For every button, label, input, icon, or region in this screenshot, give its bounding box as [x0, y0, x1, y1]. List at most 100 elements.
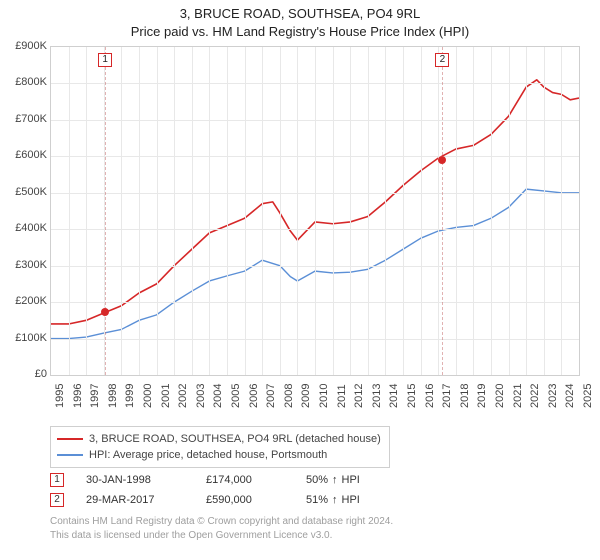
- chart-title-desc: Price paid vs. HM Land Registry's House …: [0, 24, 600, 39]
- gridline-v: [262, 47, 263, 375]
- x-tick-label: 2014: [388, 384, 400, 408]
- gridline-v: [139, 47, 140, 375]
- txn-date: 30-JAN-1998: [86, 474, 206, 486]
- txn-price: £174,000: [206, 474, 306, 486]
- x-tick-label: 1996: [72, 384, 84, 408]
- x-tick-label: 2008: [283, 384, 295, 408]
- x-tick-label: 2023: [547, 384, 559, 408]
- x-tick-label: 2020: [494, 384, 506, 408]
- x-tick-label: 2003: [195, 384, 207, 408]
- y-tick-label: £200K: [2, 295, 47, 307]
- gridline-v: [544, 47, 545, 375]
- x-tick-label: 2022: [529, 384, 541, 408]
- gridline-v: [315, 47, 316, 375]
- gridline-v: [192, 47, 193, 375]
- x-tick-label: 2021: [512, 384, 524, 408]
- gridline-v: [473, 47, 474, 375]
- marker-dot: [438, 156, 446, 164]
- txn-index-box: 2: [50, 493, 64, 507]
- txn-date: 29-MAR-2017: [86, 494, 206, 506]
- gridline-v: [456, 47, 457, 375]
- x-tick-label: 2013: [371, 384, 383, 408]
- marker-dashline: [105, 47, 106, 375]
- gridline-v: [403, 47, 404, 375]
- gridline-v: [174, 47, 175, 375]
- x-tick-label: 2015: [406, 384, 418, 408]
- gridline-v: [491, 47, 492, 375]
- marker-box: 2: [435, 53, 449, 67]
- chart-plot-area: 12: [50, 46, 580, 376]
- x-tick-label: 2004: [212, 384, 224, 408]
- footer-line1: Contains HM Land Registry data © Crown c…: [50, 515, 393, 529]
- gridline-v: [561, 47, 562, 375]
- gridline-v: [86, 47, 87, 375]
- marker-box: 1: [98, 53, 112, 67]
- arrow-up-icon: ↑: [332, 474, 338, 486]
- x-tick-label: 2009: [300, 384, 312, 408]
- legend-item-hpi: HPI: Average price, detached house, Port…: [57, 447, 383, 463]
- y-tick-label: £0: [2, 368, 47, 380]
- footer-line2: This data is licensed under the Open Gov…: [50, 529, 393, 543]
- gridline-v: [297, 47, 298, 375]
- y-tick-label: £600K: [2, 149, 47, 161]
- gridline-v: [280, 47, 281, 375]
- x-tick-label: 1997: [89, 384, 101, 408]
- x-tick-label: 2005: [230, 384, 242, 408]
- legend-label-hpi: HPI: Average price, detached house, Port…: [89, 449, 327, 461]
- y-tick-label: £300K: [2, 259, 47, 271]
- x-tick-label: 1995: [54, 384, 66, 408]
- x-tick-label: 1998: [107, 384, 119, 408]
- chart-title-address: 3, BRUCE ROAD, SOUTHSEA, PO4 9RL: [0, 6, 600, 21]
- gridline-v: [350, 47, 351, 375]
- transaction-table: 1 30-JAN-1998 £174,000 50% ↑ HPI 2 29-MA…: [50, 470, 416, 510]
- legend-box: 3, BRUCE ROAD, SOUTHSEA, PO4 9RL (detach…: [50, 426, 390, 468]
- legend-label-property: 3, BRUCE ROAD, SOUTHSEA, PO4 9RL (detach…: [89, 433, 381, 445]
- x-tick-label: 2010: [318, 384, 330, 408]
- y-tick-label: £400K: [2, 222, 47, 234]
- gridline-v: [245, 47, 246, 375]
- gridline-v: [368, 47, 369, 375]
- gridline-v: [157, 47, 158, 375]
- x-tick-label: 2024: [564, 384, 576, 408]
- y-tick-label: £500K: [2, 186, 47, 198]
- txn-delta: 51% ↑ HPI: [306, 494, 416, 506]
- table-row: 2 29-MAR-2017 £590,000 51% ↑ HPI: [50, 490, 416, 510]
- txn-price: £590,000: [206, 494, 306, 506]
- x-tick-label: 2000: [142, 384, 154, 408]
- x-tick-label: 2001: [160, 384, 172, 408]
- x-tick-label: 2007: [265, 384, 277, 408]
- gridline-v: [385, 47, 386, 375]
- x-tick-label: 2002: [177, 384, 189, 408]
- legend-swatch-hpi: [57, 454, 83, 456]
- x-tick-label: 1999: [124, 384, 136, 408]
- x-tick-label: 2012: [353, 384, 365, 408]
- x-tick-label: 2017: [441, 384, 453, 408]
- legend-item-property: 3, BRUCE ROAD, SOUTHSEA, PO4 9RL (detach…: [57, 431, 383, 447]
- gridline-v: [421, 47, 422, 375]
- x-tick-label: 2006: [248, 384, 260, 408]
- x-tick-label: 2011: [336, 384, 348, 408]
- txn-index-box: 1: [50, 473, 64, 487]
- y-tick-label: £700K: [2, 113, 47, 125]
- y-tick-label: £100K: [2, 332, 47, 344]
- marker-dashline: [442, 47, 443, 375]
- arrow-up-icon: ↑: [332, 494, 338, 506]
- gridline-v: [121, 47, 122, 375]
- chart-container: 3, BRUCE ROAD, SOUTHSEA, PO4 9RL Price p…: [0, 0, 600, 560]
- x-tick-label: 2025: [582, 384, 594, 408]
- txn-delta: 50% ↑ HPI: [306, 474, 416, 486]
- y-tick-label: £800K: [2, 76, 47, 88]
- x-tick-label: 2016: [424, 384, 436, 408]
- footer-attribution: Contains HM Land Registry data © Crown c…: [50, 515, 393, 542]
- gridline-v: [69, 47, 70, 375]
- gridline-v: [209, 47, 210, 375]
- gridline-v: [509, 47, 510, 375]
- gridline-v: [438, 47, 439, 375]
- marker-dot: [101, 308, 109, 316]
- x-tick-label: 2018: [459, 384, 471, 408]
- gridline-v: [526, 47, 527, 375]
- gridline-v: [333, 47, 334, 375]
- legend-swatch-property: [57, 438, 83, 440]
- table-row: 1 30-JAN-1998 £174,000 50% ↑ HPI: [50, 470, 416, 490]
- x-tick-label: 2019: [476, 384, 488, 408]
